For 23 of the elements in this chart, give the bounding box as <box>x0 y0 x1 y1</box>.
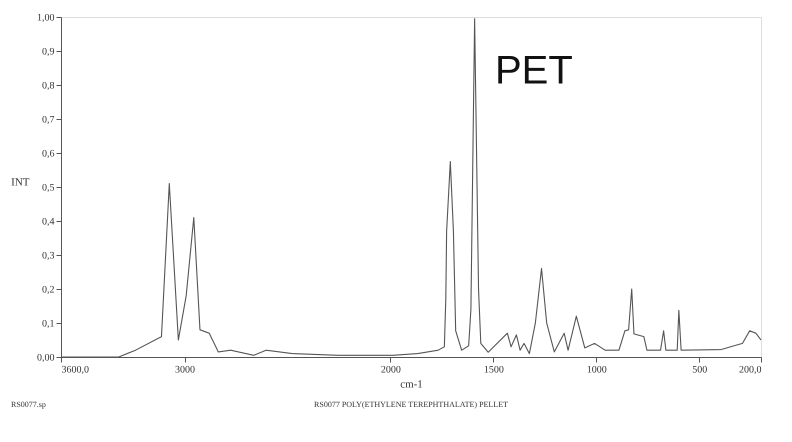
y-tick-label: 0,9 <box>42 46 54 58</box>
x-tick-label: 3000 <box>175 364 196 376</box>
y-tick-label: 0,1 <box>42 318 54 330</box>
y-tick-label: 0,5 <box>42 182 54 194</box>
annotation: PET <box>495 48 573 92</box>
y-tick-label: 0,7 <box>42 114 54 126</box>
x-tick-label: 3600,0 <box>62 364 89 376</box>
text: RS0077.sp <box>11 400 46 409</box>
y-axis-title: INT <box>11 176 30 188</box>
x-axis-title: cm-1 <box>400 378 423 390</box>
x-tick-label: 200,0 <box>739 364 762 376</box>
text: RS0077 POLY(ETHYLENE TEREPHTHALATE) PELLET <box>314 400 508 409</box>
y-tick-label: 0,2 <box>42 284 54 296</box>
y-tick-label: 0,3 <box>42 250 54 262</box>
x-tick-label: 500 <box>692 364 708 376</box>
x-tick-label: 1000 <box>586 364 607 376</box>
y-tick-label: 0,8 <box>42 80 54 92</box>
y-tick-label: 1,00 <box>37 12 54 24</box>
y-tick-label: 0,00 <box>37 352 54 364</box>
x-tick-label: 2000 <box>380 364 401 376</box>
x-tick-label: 1500 <box>484 364 504 376</box>
y-tick-label: 0,4 <box>42 216 54 228</box>
y-tick-label: 0,6 <box>42 148 54 160</box>
